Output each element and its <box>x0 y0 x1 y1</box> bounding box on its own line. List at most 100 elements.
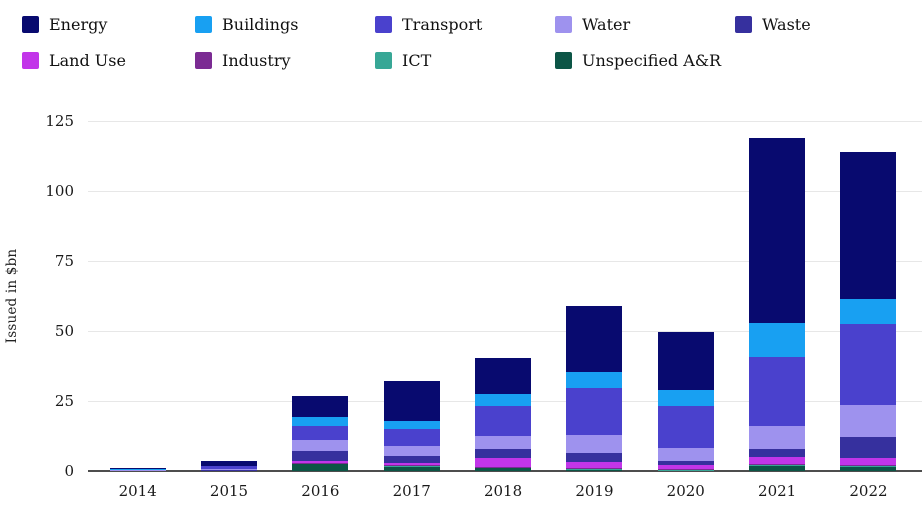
bar-segment-2014-water[interactable] <box>109 470 166 471</box>
bar-segment-2021-energy[interactable] <box>749 137 806 323</box>
legend-item-unspecified-a-r[interactable]: Unspecified A&R <box>555 50 721 70</box>
legend-swatch-icon <box>375 51 392 69</box>
legend-label: Water <box>582 14 631 34</box>
x-tick-label-2017: 2017 <box>392 482 431 500</box>
bar-segment-2021-industry[interactable] <box>749 464 806 466</box>
bar-segment-2017-land-use[interactable] <box>383 462 440 466</box>
bar-segment-2016-water[interactable] <box>292 439 349 452</box>
bar-segment-2021-water[interactable] <box>749 426 806 449</box>
bar-segment-2017-buildings[interactable] <box>383 421 440 429</box>
bar-segment-2016-transport[interactable] <box>292 426 349 440</box>
bar-segment-2022-land-use[interactable] <box>840 458 897 466</box>
bar-segment-2017-transport[interactable] <box>383 428 440 447</box>
bar-segment-2022-waste[interactable] <box>840 437 897 459</box>
legend-swatch-icon <box>375 15 392 33</box>
bar-segment-2015-energy[interactable] <box>201 461 258 467</box>
bar-segment-2016-unspecified-a-r[interactable] <box>292 463 349 471</box>
bar-segment-2019-buildings[interactable] <box>566 372 623 388</box>
bar-segment-2020-industry[interactable] <box>657 469 714 470</box>
gridline-100 <box>88 191 922 192</box>
bar-segment-2017-unspecified-a-r[interactable] <box>383 466 440 471</box>
bar-segment-2019-unspecified-a-r[interactable] <box>566 469 623 471</box>
bar-segment-2018-land-use[interactable] <box>475 458 532 468</box>
bar-segment-2021-buildings[interactable] <box>749 322 806 357</box>
bar-segment-2020-waste[interactable] <box>657 461 714 466</box>
bar-segment-2014-energy[interactable] <box>109 467 166 469</box>
legend-label: Buildings <box>222 14 299 34</box>
bar-segment-2022-industry[interactable] <box>840 465 897 467</box>
gridline-50 <box>88 331 922 332</box>
bar-segment-2022-transport[interactable] <box>840 324 897 405</box>
legend-item-buildings[interactable]: Buildings <box>195 14 298 34</box>
bar-segment-2021-ict[interactable] <box>749 465 806 466</box>
legend-swatch-icon <box>22 51 39 69</box>
bar-segment-2020-transport[interactable] <box>657 406 714 448</box>
bar-segment-2018-buildings[interactable] <box>475 394 532 407</box>
y-tick-label-50: 50 <box>54 322 74 340</box>
bar-segment-2017-industry[interactable] <box>383 465 440 467</box>
legend-item-land-use[interactable]: Land Use <box>22 50 126 70</box>
bar-segment-2019-land-use[interactable] <box>566 462 623 468</box>
legend-item-transport[interactable]: Transport <box>375 14 482 34</box>
bar-segment-2018-unspecified-a-r[interactable] <box>475 467 532 471</box>
bar-segment-2017-water[interactable] <box>383 446 440 457</box>
bar-segment-2019-energy[interactable] <box>566 305 623 373</box>
x-tick-label-2021: 2021 <box>758 482 797 500</box>
bar-segment-2014-transport[interactable] <box>109 469 166 471</box>
legend-item-waste[interactable]: Waste <box>735 14 811 34</box>
bar-segment-2022-water[interactable] <box>840 404 897 438</box>
bar-segment-2015-transport[interactable] <box>201 466 258 470</box>
bar-segment-2019-waste[interactable] <box>566 452 623 463</box>
legend-item-water[interactable]: Water <box>555 14 630 34</box>
bar-segment-2016-buildings[interactable] <box>292 417 349 427</box>
x-tick-label-2016: 2016 <box>301 482 340 500</box>
x-tick-label-2020: 2020 <box>666 482 705 500</box>
bar-segment-2018-water[interactable] <box>475 436 532 449</box>
bar-segment-2017-energy[interactable] <box>383 380 440 422</box>
bar-segment-2019-water[interactable] <box>566 435 623 453</box>
y-tick-label-0: 0 <box>64 462 74 480</box>
bar-segment-2020-energy[interactable] <box>657 332 714 391</box>
legend-item-ict[interactable]: ICT <box>375 50 431 70</box>
legend-item-industry[interactable]: Industry <box>195 50 291 70</box>
legend-label: Unspecified A&R <box>582 50 722 70</box>
y-tick-label-75: 75 <box>54 252 74 270</box>
x-axis-line <box>88 470 922 472</box>
bar-segment-2021-land-use[interactable] <box>749 457 806 464</box>
bar-segment-2018-energy[interactable] <box>475 358 532 395</box>
bar-segment-2022-ict[interactable] <box>840 466 897 467</box>
gridline-125 <box>88 121 922 122</box>
bar-segment-2016-energy[interactable] <box>292 396 349 418</box>
legend-label: Waste <box>762 14 811 34</box>
bar-segment-2020-buildings[interactable] <box>657 390 714 407</box>
bar-segment-2018-waste[interactable] <box>475 448 532 459</box>
bar-segment-2022-energy[interactable] <box>840 152 897 299</box>
bar-segment-2020-land-use[interactable] <box>657 465 714 470</box>
bar-segment-2021-unspecified-a-r[interactable] <box>749 465 806 471</box>
y-tick-label-125: 125 <box>45 112 74 130</box>
legend-item-energy[interactable]: Energy <box>22 14 107 34</box>
bar-segment-2018-transport[interactable] <box>475 406 532 436</box>
bar-segment-2016-waste[interactable] <box>292 451 349 461</box>
bar-segment-2021-transport[interactable] <box>749 356 806 427</box>
legend-label: ICT <box>402 50 432 70</box>
legend-swatch-icon <box>195 15 212 33</box>
bar-segment-2020-water[interactable] <box>657 447 714 462</box>
bar-segment-2021-waste[interactable] <box>749 448 806 457</box>
bar-segment-2015-water[interactable] <box>201 469 258 471</box>
x-tick-label-2014: 2014 <box>118 482 157 500</box>
x-tick-label-2018: 2018 <box>483 482 523 500</box>
bar-segment-2022-unspecified-a-r[interactable] <box>840 466 897 471</box>
bar-segment-2016-land-use[interactable] <box>292 460 349 463</box>
bar-segment-2017-waste[interactable] <box>383 456 440 463</box>
bar-segment-2019-industry[interactable] <box>566 467 623 470</box>
legend-swatch-icon <box>195 51 212 69</box>
legend-swatch-icon <box>555 15 572 33</box>
bar-segment-2015-waste[interactable] <box>201 470 258 471</box>
bar-segment-2022-buildings[interactable] <box>840 298 897 324</box>
legend-swatch-icon <box>22 15 39 33</box>
bar-segment-2020-unspecified-a-r[interactable] <box>657 470 714 471</box>
bar-segment-2019-transport[interactable] <box>566 387 623 436</box>
legend-swatch-icon <box>555 51 572 69</box>
